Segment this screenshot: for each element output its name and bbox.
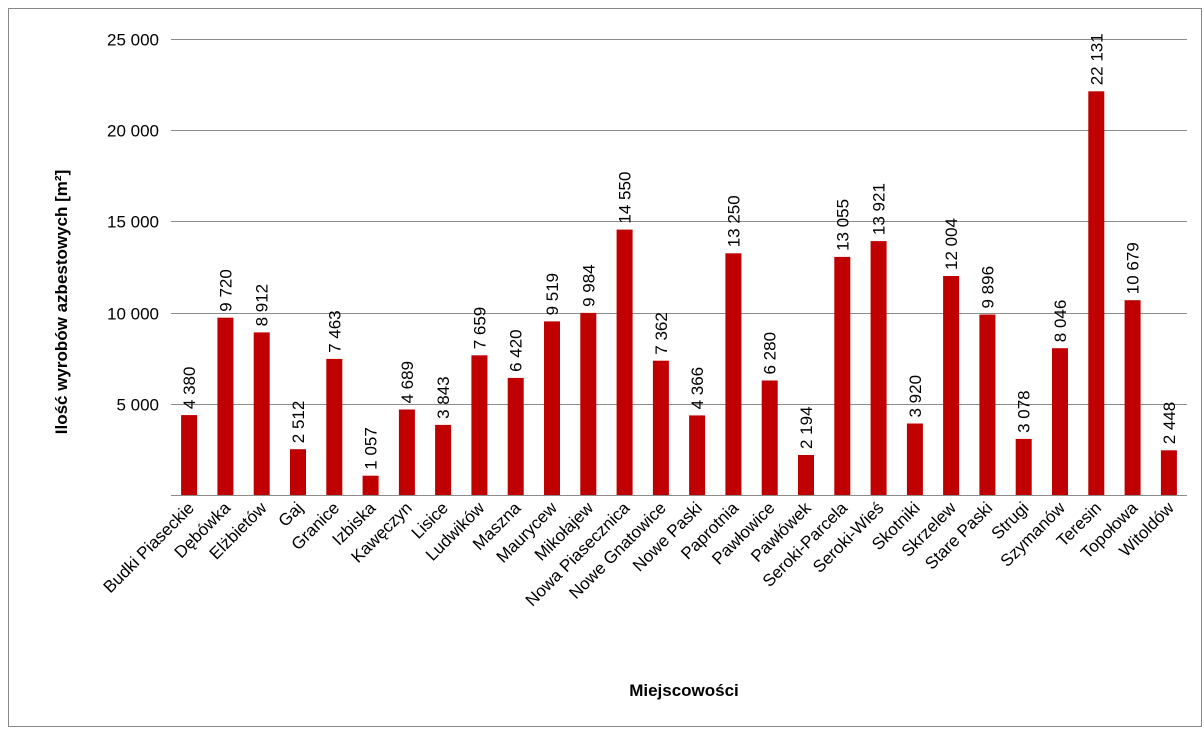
y-tick-label: 10 000	[107, 305, 159, 324]
data-label: 3 078	[1015, 390, 1034, 433]
data-label: 7 463	[325, 310, 344, 353]
data-label: 13 250	[724, 195, 743, 247]
bar	[398, 409, 415, 495]
bar	[471, 355, 488, 495]
y-tick-label: 15 000	[107, 213, 159, 232]
data-label: 7 659	[470, 307, 489, 350]
data-label: 22 131	[1087, 33, 1106, 85]
bar	[943, 276, 960, 495]
data-label: 9 720	[216, 269, 235, 312]
data-label: 13 921	[870, 183, 889, 235]
bar	[870, 241, 887, 495]
data-label: 4 366	[688, 367, 707, 410]
data-label: 9 984	[579, 264, 598, 307]
data-label: 8 046	[1051, 300, 1070, 343]
data-labels: 4 380 9 720 8 912 2 512 7 463 1 057 4 689 3 843…	[180, 33, 1179, 469]
data-label: 3 843	[434, 376, 453, 419]
data-label: 4 689	[398, 361, 417, 404]
data-label: 2 512	[289, 401, 308, 444]
data-label: 9 519	[543, 273, 562, 316]
chart-frame	[8, 8, 1202, 727]
bar	[1124, 300, 1141, 495]
bar	[1160, 450, 1177, 495]
bar	[362, 475, 379, 495]
data-label: 1 057	[362, 427, 381, 470]
bar	[1015, 438, 1032, 495]
bar	[689, 415, 706, 495]
data-label: 7 362	[652, 312, 671, 355]
bar	[544, 321, 560, 495]
bar	[834, 256, 851, 495]
bars	[181, 91, 1177, 496]
data-label: 10 679	[1124, 242, 1143, 294]
bar	[181, 415, 198, 495]
bar	[507, 377, 524, 495]
bar	[435, 424, 452, 495]
data-label: 13 055	[833, 199, 852, 251]
data-label: 3 920	[906, 375, 925, 418]
data-label: 6 420	[507, 329, 526, 372]
bar	[326, 358, 343, 495]
bar	[798, 455, 814, 495]
bar	[580, 312, 597, 495]
bar	[1052, 348, 1068, 495]
bar	[616, 229, 633, 495]
data-label: 2 194	[797, 406, 816, 449]
data-label: 12 004	[942, 218, 961, 270]
y-tick-label: 25 000	[107, 31, 159, 50]
data-label: 9 896	[978, 266, 997, 309]
data-label: 4 380	[180, 367, 199, 410]
data-label: 14 550	[616, 172, 635, 224]
y-tick-label: 20 000	[107, 122, 159, 141]
bar	[761, 380, 778, 495]
grid-lines	[171, 39, 1187, 496]
bar	[725, 253, 742, 495]
y-tick-labels: 5 000 10 000 15 000 20 000 25 000	[107, 31, 159, 415]
y-axis-title: Ilość wyrobów azbestowych [m²]	[52, 170, 71, 435]
bar	[1088, 91, 1105, 496]
y-tick-label: 5 000	[116, 396, 159, 415]
bar	[979, 314, 996, 495]
data-label: 6 280	[761, 332, 780, 375]
bar	[906, 423, 923, 495]
data-label: 2 448	[1160, 402, 1179, 445]
bar	[217, 317, 234, 495]
x-axis-title: Miejscowości	[629, 681, 739, 700]
bar	[652, 360, 669, 495]
bar	[253, 332, 270, 495]
bar	[290, 449, 306, 495]
data-label: 8 912	[253, 284, 272, 327]
